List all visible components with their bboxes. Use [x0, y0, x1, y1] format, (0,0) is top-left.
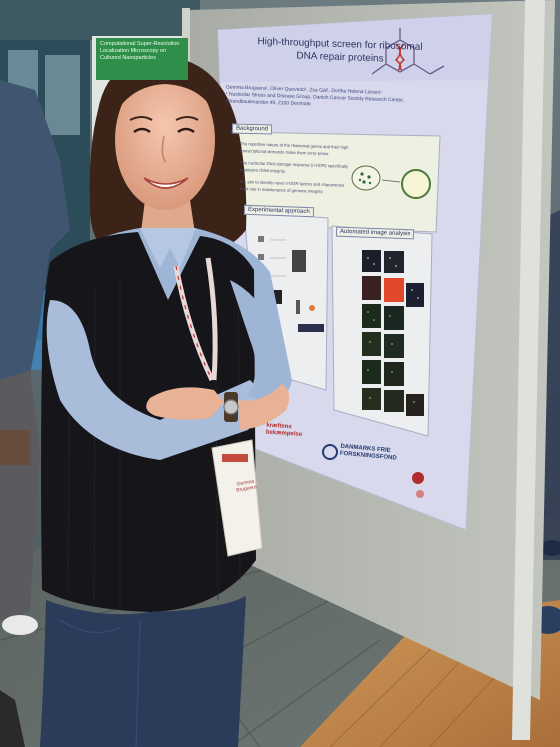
- microscopy-grid: [362, 250, 424, 416]
- background-point: The repetitive nature of the ribosomal g…: [240, 141, 349, 156]
- background-banner: Computational Super-Resolution Localizat…: [96, 38, 188, 80]
- sneaker: [2, 615, 38, 635]
- dff-logo-mark: [322, 444, 338, 460]
- right-arm-sleeve: [230, 280, 288, 402]
- dna-hexagon-logo: [371, 28, 445, 75]
- ceiling-area: [0, 0, 200, 40]
- background-point: The nucleolar DNA damage response (n-DDR…: [240, 160, 348, 174]
- hand-right: [238, 384, 290, 430]
- background-person-left: [0, 80, 70, 440]
- watch-face: [223, 399, 239, 415]
- left-arm-sleeve: [46, 300, 270, 460]
- background-text: The repetitive nature of the ribosomal g…: [240, 141, 350, 196]
- nucleus-illustration: [351, 165, 381, 191]
- smile: [143, 177, 189, 189]
- board-right-pole: [512, 0, 545, 740]
- name-badge: [211, 439, 263, 557]
- hand-left: [146, 387, 224, 420]
- logo-left-text: kræftens bekæmpelse: [265, 422, 303, 438]
- section-background-label: Background: [231, 123, 273, 135]
- face: [115, 70, 215, 210]
- red-logo-mark: [412, 472, 424, 484]
- jeans: [40, 596, 246, 747]
- cell-illustration: [401, 169, 431, 199]
